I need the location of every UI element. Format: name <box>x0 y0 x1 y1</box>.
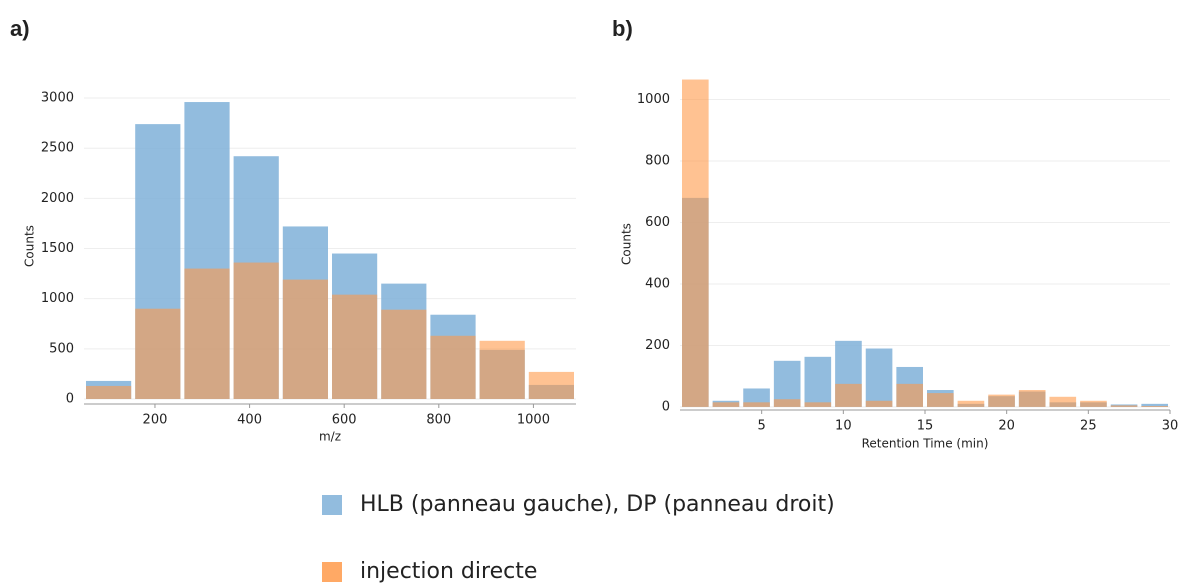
bar <box>865 348 893 407</box>
bar <box>282 279 328 399</box>
x-tick-label: 10 <box>835 419 852 434</box>
bar <box>1080 400 1107 407</box>
bar <box>804 402 832 407</box>
x-tick-label: 25 <box>1080 419 1097 434</box>
y-tick-label: 1500 <box>41 241 74 256</box>
bar <box>528 371 574 399</box>
y-tick-label: 600 <box>645 215 670 230</box>
y-axis-title: Counts <box>620 223 634 265</box>
bar <box>957 400 985 407</box>
bar <box>1049 396 1077 407</box>
x-tick-label: 1000 <box>517 413 550 428</box>
bar <box>865 400 893 407</box>
bar <box>1141 406 1168 407</box>
y-tick-label: 0 <box>66 391 74 406</box>
bar <box>1141 403 1168 407</box>
x-axis-title: m/z <box>319 430 341 444</box>
y-tick-label: 400 <box>645 276 670 291</box>
bar <box>988 394 1015 407</box>
panel-label: a) <box>10 16 30 41</box>
y-tick-label: 800 <box>645 154 670 169</box>
x-tick-label: 200 <box>143 413 168 428</box>
bar <box>804 356 832 407</box>
x-axis-title: Retention Time (min) <box>862 437 989 451</box>
legend-label: injection directe <box>360 559 537 584</box>
bar <box>1110 405 1138 407</box>
bar <box>682 79 709 407</box>
bar <box>233 262 279 399</box>
x-tick-label: 600 <box>332 413 357 428</box>
bar <box>135 308 181 399</box>
bar <box>332 294 378 399</box>
x-tick-label: 5 <box>758 419 766 434</box>
bar <box>773 399 801 407</box>
bar <box>743 402 770 407</box>
legend-label: HLB (panneau gauche), DP (panneau droit) <box>360 492 835 517</box>
y-tick-label: 2500 <box>41 141 74 156</box>
y-tick-label: 0 <box>662 399 670 414</box>
y-tick-label: 1000 <box>41 291 74 306</box>
bar <box>712 402 740 407</box>
bar <box>896 383 923 407</box>
x-tick-label: 400 <box>237 413 262 428</box>
y-tick-label: 1000 <box>637 92 670 107</box>
bar <box>430 335 476 399</box>
y-tick-label: 200 <box>645 338 670 353</box>
y-axis-title: Counts <box>23 225 37 267</box>
legend-swatch <box>322 495 342 515</box>
bar <box>1018 390 1046 407</box>
legend-swatch <box>322 562 342 582</box>
y-tick-label: 2000 <box>41 191 74 206</box>
x-tick-label: 800 <box>426 413 451 428</box>
bar <box>86 385 132 399</box>
x-tick-label: 30 <box>1162 419 1179 434</box>
panel-label: b) <box>612 16 633 41</box>
bar <box>927 393 954 407</box>
bar <box>479 340 525 399</box>
bar <box>184 268 230 399</box>
bar <box>381 309 427 399</box>
y-tick-label: 500 <box>49 341 74 356</box>
y-tick-label: 3000 <box>41 91 74 106</box>
x-tick-label: 15 <box>917 419 934 434</box>
x-tick-label: 20 <box>998 419 1015 434</box>
bar <box>835 383 862 407</box>
